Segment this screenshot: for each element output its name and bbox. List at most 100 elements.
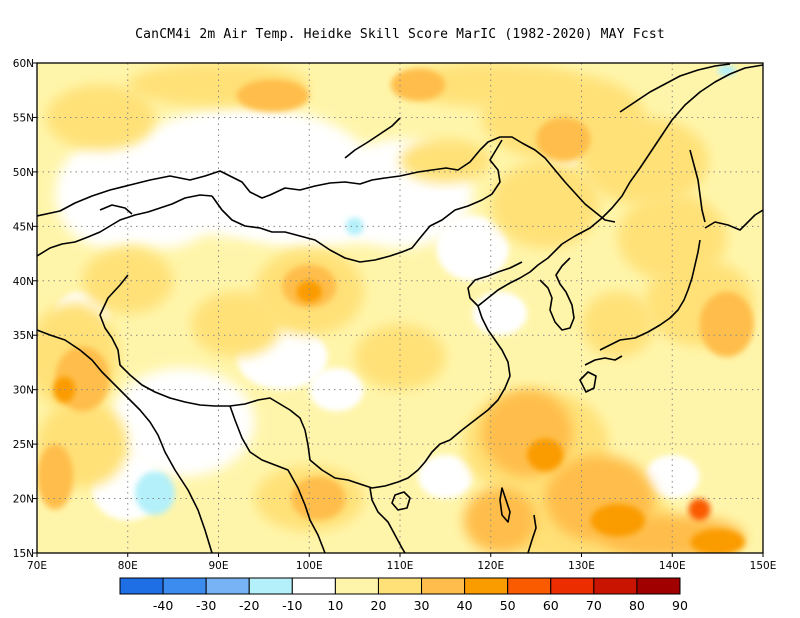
skill-shading-patch	[536, 117, 591, 161]
skill-shading-patch	[296, 280, 322, 303]
colorbar-swatch	[464, 577, 509, 595]
skill-shading-patch	[400, 63, 582, 107]
skill-shading-patch	[345, 217, 364, 236]
colorbar-swatch	[507, 577, 552, 595]
skill-shading-patch	[37, 444, 74, 510]
colorbar-swatch	[248, 577, 293, 595]
colorbar-swatch	[205, 577, 250, 595]
skill-shading-patch	[46, 84, 155, 151]
lon-tick-label: 130E	[568, 560, 595, 572]
colorbar-label: 60	[543, 598, 559, 613]
longitude-tick-labels: 70E 80E 90E 100E 110E 120E 130E 140E 150E	[27, 560, 776, 572]
skill-shading-patch	[436, 215, 509, 281]
colorbar-label: 90	[672, 598, 688, 613]
skill-score-shading	[37, 63, 754, 553]
lon-tick-label: 110E	[387, 560, 414, 572]
map-title: CanCM4i 2m Air Temp. Heidke Skill Score …	[135, 27, 665, 42]
indochina-coast	[369, 487, 406, 553]
lat-tick-label: 25N	[13, 439, 34, 451]
colorbar-label: 20	[371, 598, 387, 613]
lat-tick-label: 20N	[13, 494, 34, 506]
skill-shading-patch	[309, 367, 364, 412]
gridlines	[33, 62, 764, 557]
skill-shading-patch	[400, 139, 491, 183]
colorbar-label: -40	[153, 598, 173, 613]
lon-tick-label: 150E	[750, 560, 777, 572]
skill-shading-patch	[472, 291, 528, 336]
skill-shading-patch	[463, 487, 537, 553]
lake-baikal	[344, 117, 401, 159]
lat-tick-label: 30N	[13, 385, 34, 397]
skill-shading-patch	[418, 455, 473, 499]
colorbar-swatch	[593, 577, 638, 595]
hainan	[391, 491, 411, 511]
colorbar-label: 70	[586, 598, 602, 613]
mongolia-china-border	[211, 139, 503, 263]
plot-area	[33, 62, 764, 557]
colorbar-label: -30	[196, 598, 216, 613]
colorbar-label: 10	[327, 598, 343, 613]
skill-shading-patch	[109, 367, 255, 477]
lon-tick-label: 120E	[477, 560, 504, 572]
skill-shading-patch	[390, 68, 446, 102]
russia-border	[37, 136, 616, 223]
china-west-border	[99, 274, 311, 461]
lat-tick-label: 55N	[13, 112, 34, 124]
colorbar-swatch	[162, 577, 207, 595]
skill-shading-patch	[717, 65, 736, 77]
lat-tick-label: 15N	[13, 548, 34, 560]
japan-south	[584, 355, 623, 366]
skill-shading-patch	[191, 291, 283, 358]
colorbar-swatch	[291, 577, 336, 595]
skill-shading-patch	[690, 529, 745, 553]
colorbar-label: 80	[629, 598, 645, 613]
skill-shading-patch	[354, 324, 446, 390]
russia-far-east-coast	[561, 64, 763, 245]
colorbar: -40 -30 -20 -10 10 20 30 40 50 60 70 80 90	[119, 577, 688, 613]
colorbar-swatch	[421, 577, 466, 595]
lat-tick-label: 40N	[13, 276, 34, 288]
skill-shading-patch	[135, 471, 175, 515]
skill-shading-patch	[490, 161, 600, 249]
sakhalin	[689, 149, 706, 223]
skill-shading-patch	[82, 248, 174, 314]
colorbar-swatch	[119, 577, 164, 595]
skill-shading-patch	[527, 438, 564, 472]
lon-tick-label: 140E	[659, 560, 686, 572]
okhotsk-coast	[619, 63, 731, 113]
colorbar-label: 30	[414, 598, 430, 613]
skill-shading-patch	[55, 139, 165, 249]
india-east	[229, 405, 326, 553]
china-east-coast	[449, 243, 563, 441]
colorbar-label: 50	[500, 598, 516, 613]
bohai-coast	[467, 261, 523, 307]
hokkaido	[704, 209, 763, 231]
colorbar-swatch	[550, 577, 595, 595]
japan-honshu	[599, 239, 701, 351]
taiwan	[499, 487, 511, 523]
skill-shading-patch	[581, 291, 655, 358]
skill-shading-patch	[688, 498, 711, 521]
indochina	[309, 439, 451, 489]
skill-shading-patch	[236, 79, 310, 112]
kazakhstan-border	[37, 194, 213, 257]
lon-tick-label: 70E	[27, 560, 47, 572]
latitude-tick-labels: 15N 20N 25N 30N 35N 40N 45N 50N 55N 60N	[13, 58, 34, 560]
lat-tick-label: 45N	[13, 221, 34, 233]
colorbar-label: -10	[282, 598, 302, 613]
lat-tick-label: 50N	[13, 167, 34, 179]
colorbar-swatch	[377, 577, 423, 595]
philippines	[527, 514, 537, 553]
plot-frame	[36, 62, 764, 554]
colorbar-swatch	[334, 577, 379, 595]
kyushu	[579, 371, 597, 393]
india-outline	[37, 329, 213, 553]
lon-tick-label: 80E	[118, 560, 138, 572]
skill-shading-patch	[699, 291, 754, 358]
korea	[539, 257, 575, 331]
lon-tick-label: 100E	[296, 560, 323, 572]
lat-tick-label: 35N	[13, 330, 34, 342]
skill-shading-patch	[53, 376, 76, 403]
lon-tick-label: 90E	[209, 560, 229, 572]
lat-tick-label: 60N	[13, 58, 34, 70]
